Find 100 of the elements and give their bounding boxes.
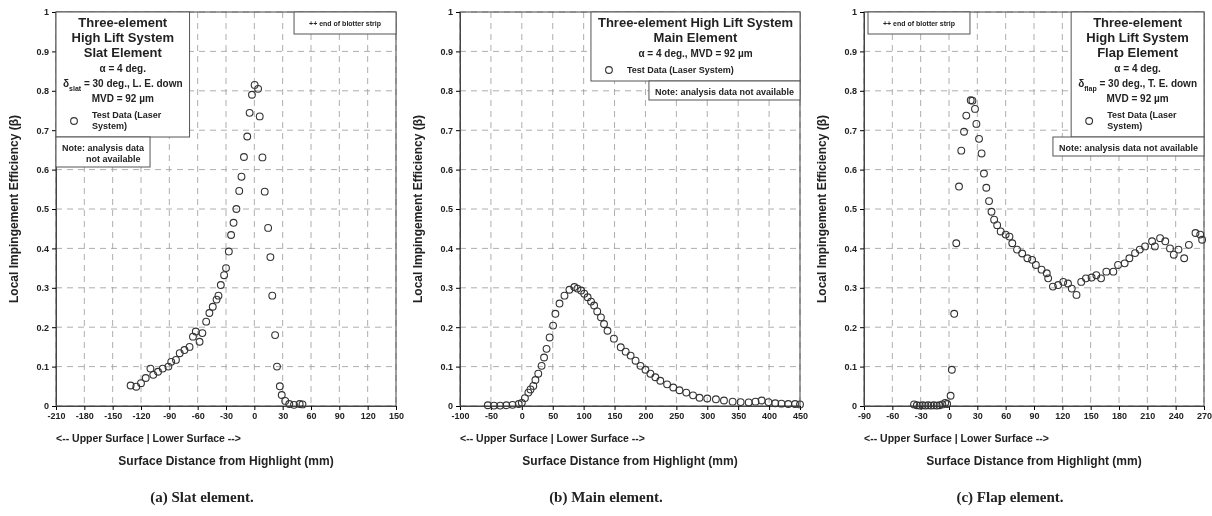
point xyxy=(298,400,307,409)
y-tick-label: 0.7 xyxy=(440,125,453,136)
y-tick-label: 0.8 xyxy=(844,86,857,97)
point xyxy=(132,382,141,391)
point xyxy=(275,382,284,391)
point xyxy=(224,247,233,256)
x-tick-label: 0 xyxy=(252,411,258,422)
y-tick-label: 0.9 xyxy=(844,46,857,57)
x-tick-label: 200 xyxy=(638,411,654,422)
point xyxy=(167,357,176,366)
text: (a) Slat element. xyxy=(150,489,255,506)
y-tick-label: 0.7 xyxy=(36,125,49,136)
y-tick-label: 0.1 xyxy=(36,361,49,372)
y-tick-label: 0.7 xyxy=(844,125,857,136)
y-axis-title: Local Impingement Efficiency (β) xyxy=(7,114,21,304)
text: Three-element High Lift System Slat Element xyxy=(71,15,175,60)
point xyxy=(126,381,135,390)
y-tick-label: 0.4 xyxy=(844,243,857,254)
point xyxy=(227,231,236,239)
y-tick-label: 0.9 xyxy=(440,46,453,57)
x-axis-title: <-- Upper Surface | Lower Surface --> Surface Distance from Highlight (mm) xyxy=(864,432,1142,468)
x-tick-label: 150 xyxy=(388,411,405,422)
point xyxy=(198,329,207,338)
x-tick-label: -150 xyxy=(104,411,123,422)
point xyxy=(255,112,264,121)
y-axis-title: Local Impingement Efficiency (β) xyxy=(411,114,425,304)
point xyxy=(248,90,256,99)
point xyxy=(212,295,221,304)
point xyxy=(172,355,180,364)
x-tick-label: 120 xyxy=(360,411,376,422)
x-tick-label: 90 xyxy=(334,411,345,422)
point xyxy=(214,291,223,300)
y-tick-label: 0 xyxy=(43,401,49,412)
x-axis-title: <-- Upper Surface | Lower Surface --> Surface Distance from Highlight (mm) xyxy=(460,432,738,468)
x-tick-label: 250 xyxy=(669,411,685,422)
point xyxy=(264,223,273,232)
x-tick-label: 120 xyxy=(1055,411,1071,422)
text: α = 4 deg. δ$_{flap}$ = 30 deg., T. E. down MVD = 92 µm xyxy=(1078,63,1197,104)
point xyxy=(260,187,269,196)
y-tick-label: 0.5 xyxy=(36,204,49,215)
point xyxy=(243,132,252,141)
x-tick-label: -50 xyxy=(484,411,498,422)
y-tick-label: 0.9 xyxy=(36,46,49,57)
text: Three-element High Lift System Flap Element xyxy=(1086,15,1189,60)
x-tick-label: -90 xyxy=(163,411,177,422)
annotation: Note: analysis data not available xyxy=(1058,143,1198,153)
point xyxy=(205,309,214,317)
point xyxy=(216,281,225,289)
annotation: Note: analysis data not available xyxy=(62,143,146,164)
point xyxy=(232,205,241,213)
x-tick-label: -90 xyxy=(857,411,872,422)
point xyxy=(158,364,167,373)
point xyxy=(245,108,254,117)
point xyxy=(220,271,229,280)
point xyxy=(222,264,230,273)
y-tick-label: 0.5 xyxy=(844,204,857,215)
point xyxy=(258,153,267,162)
point xyxy=(273,362,281,371)
x-tick-label: 60 xyxy=(1001,411,1012,422)
point xyxy=(229,218,238,227)
x-tick-label: 30 xyxy=(278,411,289,422)
point xyxy=(271,331,280,340)
text: α = 4 deg., MVD = 92 µm xyxy=(638,48,753,59)
note-box: Note: analysis data not available xyxy=(648,80,801,101)
x-tick-label: 150 xyxy=(1083,411,1099,422)
note-box: Note: analysis data not available xyxy=(1052,136,1205,157)
x-tick-label: 60 xyxy=(306,411,317,422)
point xyxy=(164,362,173,371)
legend-label: Test Data (Laser System) xyxy=(626,65,734,75)
text: (c) Flap element. xyxy=(956,489,1064,506)
x-tick-label: 30 xyxy=(972,411,983,422)
y-tick-label: 0.3 xyxy=(844,283,857,294)
legend-label: Test Data (Laser System) xyxy=(1107,110,1178,131)
x-tick-label: 270 xyxy=(1196,411,1212,422)
y-tick-label: 0.1 xyxy=(440,361,453,372)
y-tick-label: 0 xyxy=(851,401,857,412)
y-tick-label: 0.6 xyxy=(440,164,453,175)
x-tick-label: -60 xyxy=(886,411,900,422)
y-tick-label: 0.2 xyxy=(440,322,453,333)
y-tick-label: 1 xyxy=(447,7,453,18)
point xyxy=(175,349,184,358)
point xyxy=(191,327,200,336)
y-tick-label: 0.8 xyxy=(440,86,453,97)
point xyxy=(240,153,248,161)
point xyxy=(268,291,277,300)
x-tick-label: 0 xyxy=(519,411,525,422)
y-tick-label: 0.2 xyxy=(36,322,49,333)
y-tick-label: 0.3 xyxy=(36,283,49,294)
point xyxy=(185,342,194,351)
x-tick-label: -60 xyxy=(191,411,205,422)
y-tick-label: 1 xyxy=(43,7,49,18)
note-box: Note: analysis data not available xyxy=(55,136,151,168)
point xyxy=(149,370,158,379)
point xyxy=(208,302,217,311)
legend-label: Test Data (Laser System) xyxy=(92,110,162,131)
x-tick-label: 150 xyxy=(607,411,623,422)
annotation: Note: analysis data not available xyxy=(654,87,794,97)
x-tick-label: 450 xyxy=(792,411,809,422)
x-tick-label: 210 xyxy=(1140,411,1156,422)
y-tick-label: 0.6 xyxy=(36,164,49,175)
